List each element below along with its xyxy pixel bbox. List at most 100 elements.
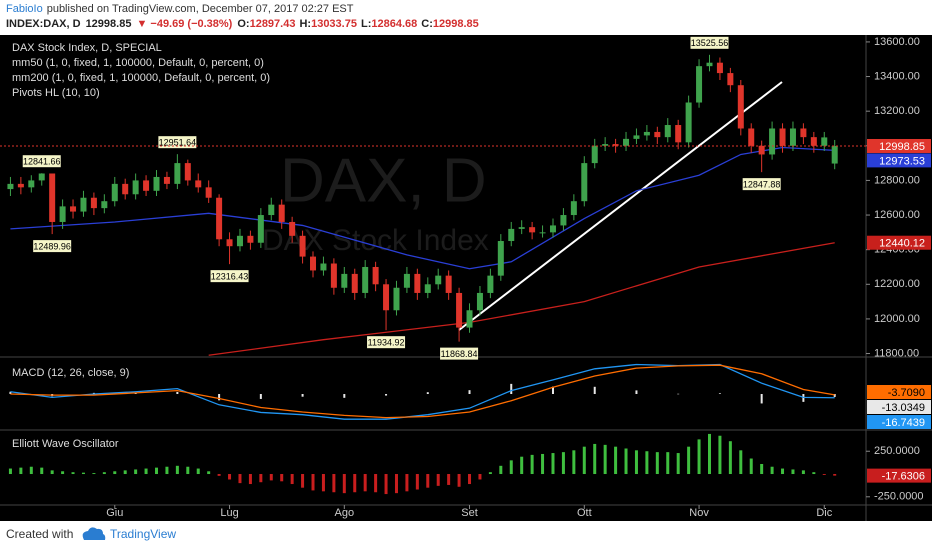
ewo-bar xyxy=(363,474,367,492)
ewo-bar xyxy=(405,474,409,492)
pivot-label-bg xyxy=(22,155,61,168)
y-tick-label: 12600.00 xyxy=(874,209,920,221)
ewo-bar xyxy=(238,474,242,484)
watermark: DAX, D xyxy=(280,146,487,215)
price-tag: -16.7439 xyxy=(882,417,925,429)
ewo-bar xyxy=(624,448,628,475)
candle-body xyxy=(143,180,150,191)
ewo-bar xyxy=(123,470,127,475)
candle-body xyxy=(372,266,379,285)
candle-body xyxy=(90,197,97,209)
ewo-bar xyxy=(426,474,430,488)
candle-body xyxy=(497,241,504,276)
ewo-bar xyxy=(707,433,711,475)
legend-title: DAX Stock Index, D, SPECIAL xyxy=(12,42,162,54)
watermark-subtitle: DAX Stock Index xyxy=(262,224,489,257)
quote-line: INDEX:DAX, D 12998.85 ▼ −49.69 (−0.38%) O:1… xyxy=(6,18,479,30)
price-tag: -13.0349 xyxy=(882,402,925,414)
open-label: O: xyxy=(237,18,249,30)
ewo-bar xyxy=(634,450,638,475)
legend-mm200: mm200 (1, 0, fixed, 1, 100000, Default, … xyxy=(12,72,270,84)
candle-body xyxy=(278,204,285,222)
candle-body xyxy=(675,125,682,143)
candle-body xyxy=(383,284,390,311)
ewo-bar xyxy=(718,435,722,475)
candle-body xyxy=(779,128,786,146)
ewo-bar xyxy=(280,474,284,482)
ewo-bar xyxy=(791,469,795,475)
ewo-bar xyxy=(687,446,691,475)
candle-body xyxy=(268,204,275,216)
ewo-bar xyxy=(321,474,325,492)
header-bg xyxy=(0,0,932,35)
symbol: INDEX:DAX, D xyxy=(6,18,81,30)
x-tick-label: Lug xyxy=(220,507,238,519)
price-tag-bg xyxy=(867,235,931,250)
y-tick-label: 13400.00 xyxy=(874,70,920,82)
candle-body xyxy=(549,225,556,233)
candle-body xyxy=(518,227,525,229)
candle-body xyxy=(789,128,796,146)
macd-histogram-bar xyxy=(510,383,513,394)
candle-body xyxy=(70,206,77,212)
candle-body xyxy=(49,173,56,222)
pivot-label-bg xyxy=(742,178,781,191)
candle-body xyxy=(466,310,473,328)
legend-mm50: mm50 (1, 0, fixed, 1, 100000, Default, 0… xyxy=(12,57,264,69)
candle-body xyxy=(80,197,87,212)
candle-body xyxy=(685,102,692,143)
candle-body xyxy=(393,287,400,311)
price-tag: 12998.85 xyxy=(879,141,925,153)
candle-body xyxy=(737,85,744,129)
ewo-bar xyxy=(739,450,743,475)
candle-body xyxy=(216,197,223,240)
macd-histogram-bar xyxy=(468,390,471,394)
published: published on TradingView.com, December 0… xyxy=(47,3,354,15)
ewo-bar xyxy=(81,472,85,475)
ewo-bar xyxy=(290,474,294,485)
ewo-bar xyxy=(217,474,221,476)
author[interactable]: FabioIo xyxy=(6,3,43,15)
low-label: L: xyxy=(361,18,371,30)
candle-body xyxy=(7,183,14,190)
candle-body xyxy=(236,235,243,247)
pivot-label: 12316.43 xyxy=(211,272,249,282)
pivot-label-bg xyxy=(158,136,197,149)
pivot-label: 11868.84 xyxy=(441,349,478,359)
macd-histogram-bar xyxy=(677,393,680,395)
open: 12897.43 xyxy=(250,18,296,30)
macd-histogram-bar xyxy=(593,386,596,394)
pivot-label: 12489.96 xyxy=(33,241,71,251)
ewo-bar xyxy=(61,471,65,475)
x-tick-label: Ago xyxy=(335,507,355,519)
ewo-bar xyxy=(614,446,618,475)
footer-brand[interactable]: TradingView xyxy=(110,527,176,541)
ewo-bar xyxy=(342,474,346,494)
candle-body xyxy=(769,128,776,155)
ewo-bar xyxy=(113,471,117,475)
ewo-bar xyxy=(332,474,336,493)
ewo-bar xyxy=(488,472,492,475)
ewo-bar xyxy=(447,474,451,485)
ewo-bar xyxy=(655,452,659,475)
last: 12998.85 xyxy=(86,18,132,30)
ewo-bar xyxy=(394,474,398,494)
price-tag: -3.7090 xyxy=(888,387,925,399)
ewo-bar xyxy=(207,471,211,475)
ewo-title: Elliott Wave Oscillator xyxy=(12,438,119,450)
candle-body xyxy=(59,206,66,222)
candle-body xyxy=(560,215,567,226)
ewo-bar xyxy=(728,441,732,475)
price-tag-bg xyxy=(867,385,931,399)
y-tick-label: 13200.00 xyxy=(874,105,920,117)
macd-title: MACD (12, 26, close, 9) xyxy=(12,367,129,379)
pivot-label: 13525.56 xyxy=(691,38,729,48)
ewo-bar xyxy=(269,474,273,481)
y-tick-label: 12800.00 xyxy=(874,174,920,186)
ewo-bar xyxy=(582,446,586,475)
candle-body xyxy=(362,266,369,293)
ewo-bar xyxy=(822,474,826,475)
candle-body xyxy=(476,292,483,311)
trend-line[interactable] xyxy=(458,81,783,331)
y-tick-label: 13600.00 xyxy=(874,36,920,48)
